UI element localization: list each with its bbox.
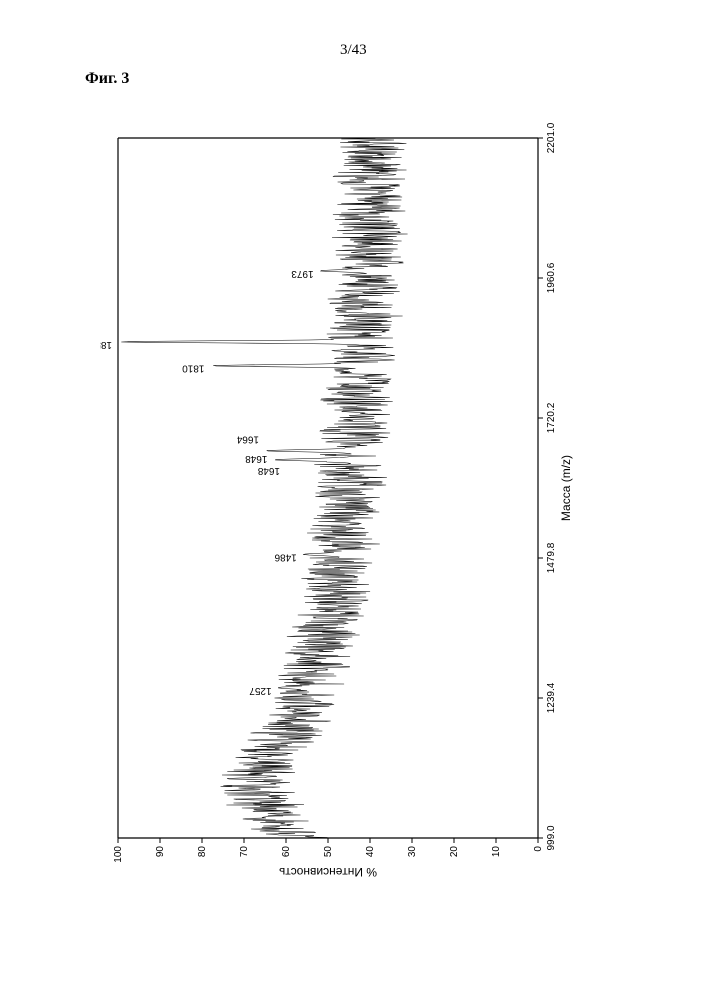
svg-text:40: 40 — [365, 846, 376, 858]
spectrum-svg: 0 10 20 30 40 50 60 70 80 90 100 % Интенсивность 999… — [100, 100, 615, 880]
svg-text:1720.2: 1720.2 — [546, 402, 557, 433]
svg-text:0: 0 — [533, 846, 544, 852]
svg-text:% Интенсивность: % Интенсивность — [279, 865, 377, 879]
svg-text:90: 90 — [155, 846, 166, 858]
peak-label: 1851 — [100, 339, 112, 350]
svg-text:100: 100 — [113, 846, 124, 863]
svg-text:20: 20 — [449, 846, 460, 858]
mass-spectrum-chart: 0 10 20 30 40 50 60 70 80 90 100 % Интенсивность 999… — [100, 100, 615, 880]
peak-label: 1648 — [245, 453, 268, 464]
svg-text:1239.4: 1239.4 — [546, 682, 557, 713]
svg-text:1479.8: 1479.8 — [546, 542, 557, 573]
page-number: 3/43 — [340, 42, 367, 59]
svg-text:10: 10 — [491, 846, 502, 858]
svg-text:999.0: 999.0 — [546, 825, 557, 850]
svg-text:50: 50 — [323, 846, 334, 858]
peak-label: 1486 — [274, 551, 297, 562]
svg-text:1960.6: 1960.6 — [546, 262, 557, 293]
svg-text:70: 70 — [239, 846, 250, 858]
svg-text:30: 30 — [407, 846, 418, 858]
peak-label: 1648 — [257, 465, 280, 476]
peak-label: 1973 — [291, 268, 314, 279]
peak-label: 1810 — [182, 363, 205, 374]
peak-label: 1664 — [236, 434, 259, 445]
figure-label: Фиг. 3 — [85, 70, 129, 88]
svg-text:2201.0: 2201.0 — [546, 122, 557, 153]
page: Фиг. 3 3/43 0 10 20 30 40 50 60 70 80 90 100 % Инте… — [0, 0, 712, 1000]
peak-label: 1257 — [249, 685, 272, 696]
svg-text:60: 60 — [281, 846, 292, 858]
svg-text:Масса (m/z): Масса (m/z) — [559, 455, 573, 521]
svg-text:80: 80 — [197, 846, 208, 858]
